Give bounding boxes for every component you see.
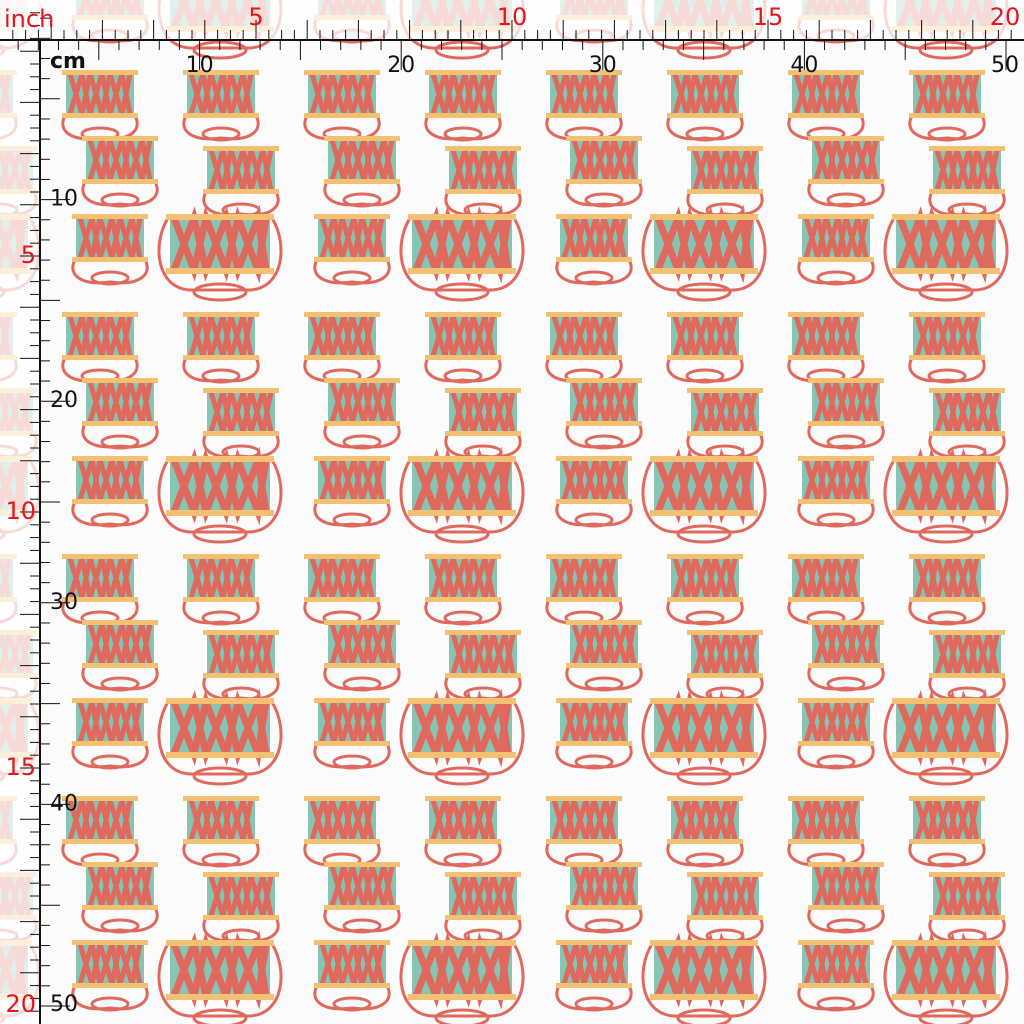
top-inch-label: 20 bbox=[990, 3, 1021, 31]
top-cm-label: 20 bbox=[387, 53, 415, 78]
top-inch-label: 15 bbox=[753, 3, 784, 31]
ruler-ticks bbox=[12, 12, 1012, 1012]
top-cm-label: 40 bbox=[790, 53, 818, 78]
left-cm-label: 30 bbox=[50, 590, 78, 615]
left-cm-label: 40 bbox=[50, 791, 78, 816]
left-inch-label: 20 bbox=[5, 990, 36, 1018]
top-inch-label: 5 bbox=[248, 3, 263, 31]
top-cm-label: 10 bbox=[186, 53, 214, 78]
left-inch-label: 15 bbox=[5, 753, 36, 781]
left-cm-label: 20 bbox=[50, 388, 78, 413]
top-inch-label: 10 bbox=[497, 3, 528, 31]
cm-unit-label: cm bbox=[50, 49, 86, 74]
left-inch-label: 10 bbox=[5, 497, 36, 525]
left-cm-label: 10 bbox=[50, 187, 78, 212]
top-cm-label: 50 bbox=[991, 53, 1019, 78]
inch-unit-label: inch bbox=[4, 5, 54, 33]
left-inch-label: 5 bbox=[21, 241, 36, 269]
left-cm-label: 50 bbox=[50, 992, 78, 1017]
top-cm-label: 30 bbox=[589, 53, 617, 78]
